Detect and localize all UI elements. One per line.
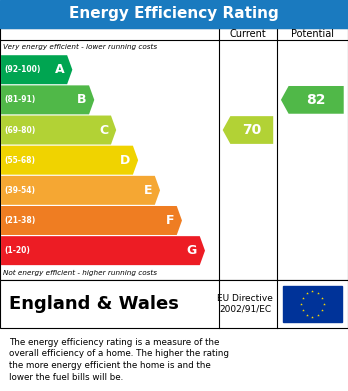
Bar (0, 28, 348, 280)
Polygon shape (1, 146, 138, 175)
Text: Not energy efficient - higher running costs: Not energy efficient - higher running co… (3, 269, 158, 276)
Text: (92-100): (92-100) (4, 65, 41, 74)
Text: (21-38): (21-38) (4, 216, 35, 225)
Text: (1-20): (1-20) (4, 246, 30, 255)
Text: A: A (55, 63, 64, 76)
Text: (55-68): (55-68) (4, 156, 35, 165)
Text: G: G (187, 244, 197, 257)
Polygon shape (1, 206, 182, 235)
Text: Potential: Potential (291, 29, 334, 39)
Text: England & Wales: England & Wales (9, 295, 179, 313)
Bar (283, 286, 342, 321)
Text: B: B (77, 93, 86, 106)
Text: The energy efficiency rating is a measure of the
overall efficiency of a home. T: The energy efficiency rating is a measur… (9, 337, 229, 382)
Text: 70: 70 (242, 123, 261, 137)
Text: EU Directive
2002/91/EC: EU Directive 2002/91/EC (217, 294, 273, 314)
Polygon shape (1, 236, 205, 265)
Text: Current: Current (230, 29, 266, 39)
Polygon shape (281, 86, 344, 114)
Text: (81-91): (81-91) (4, 95, 35, 104)
Text: E: E (143, 184, 152, 197)
Polygon shape (1, 115, 116, 145)
Bar (0, 280, 348, 328)
Text: F: F (165, 214, 174, 227)
Text: 82: 82 (306, 93, 326, 107)
Text: Very energy efficient - lower running costs: Very energy efficient - lower running co… (3, 44, 158, 50)
Bar (0, 0, 348, 28)
Text: (69-80): (69-80) (4, 126, 35, 135)
Text: C: C (99, 124, 108, 136)
Text: Energy Efficiency Rating: Energy Efficiency Rating (69, 7, 279, 22)
Polygon shape (1, 55, 72, 84)
Polygon shape (223, 116, 273, 144)
Text: (39-54): (39-54) (4, 186, 35, 195)
Polygon shape (1, 85, 94, 114)
Text: D: D (120, 154, 130, 167)
Polygon shape (1, 176, 160, 205)
